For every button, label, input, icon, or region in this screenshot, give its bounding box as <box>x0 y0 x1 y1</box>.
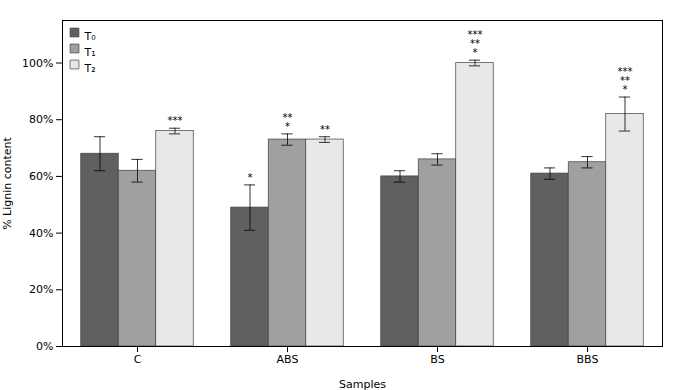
svg-text:Samples: Samples <box>339 378 386 390</box>
svg-text:***: *** <box>618 66 633 77</box>
svg-text:60%: 60% <box>29 170 53 183</box>
svg-text:20%: 20% <box>29 283 53 296</box>
svg-text:BS: BS <box>430 353 444 366</box>
svg-text:0%: 0% <box>36 340 53 353</box>
svg-text:ABS: ABS <box>277 353 299 366</box>
svg-text:*: * <box>248 172 253 183</box>
svg-text:C: C <box>134 353 142 366</box>
svg-text:T₁: T₁ <box>84 46 96 59</box>
svg-text:40%: 40% <box>29 227 53 240</box>
svg-text:80%: 80% <box>29 113 53 126</box>
svg-text:**: ** <box>283 112 293 123</box>
svg-text:100%: 100% <box>22 57 53 70</box>
svg-text:BBS: BBS <box>577 353 599 366</box>
svg-text:% Lignin content: % Lignin content <box>1 136 14 229</box>
svg-text:***: *** <box>168 115 183 126</box>
svg-text:T₀: T₀ <box>84 30 97 43</box>
svg-text:**: ** <box>320 124 330 135</box>
svg-text:***: *** <box>468 29 483 40</box>
svg-text:T₂: T₂ <box>84 62 96 75</box>
